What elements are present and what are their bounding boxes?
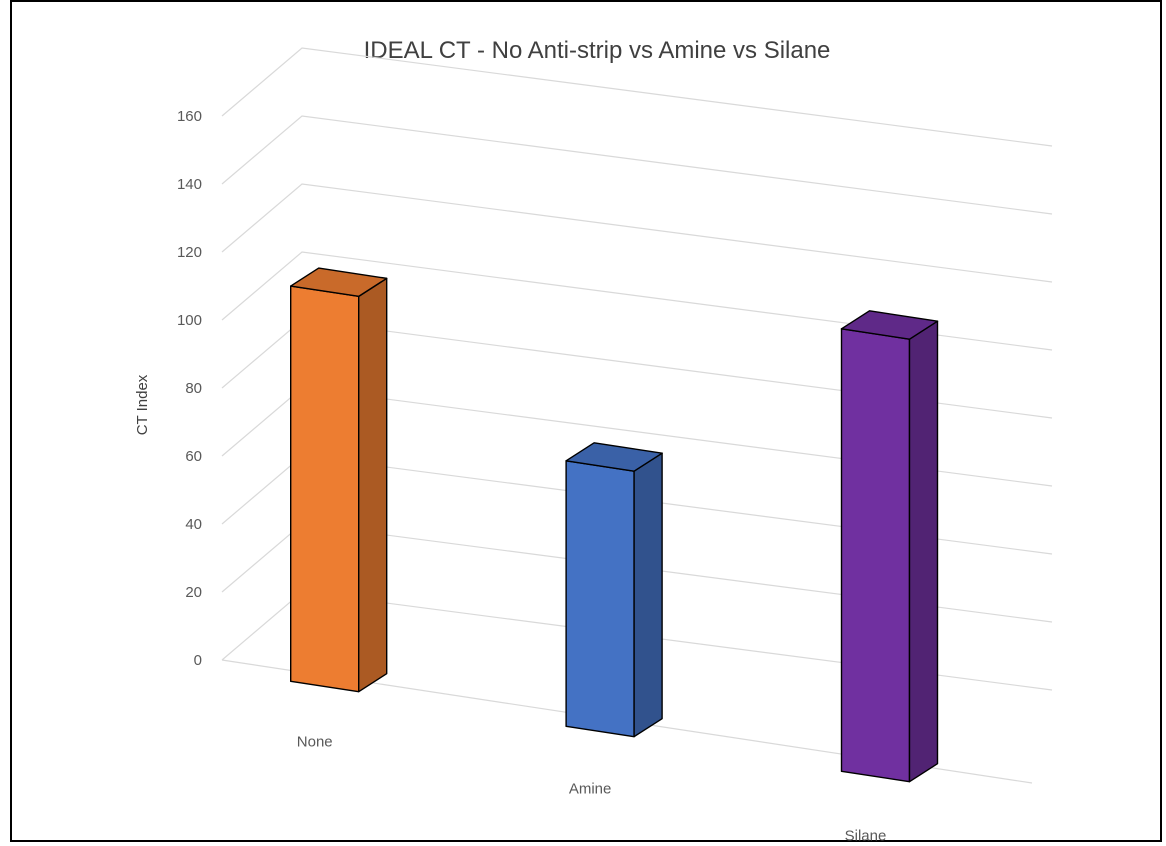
y-axis-title: CT Index bbox=[134, 374, 151, 435]
bar-front-none bbox=[290, 285, 360, 693]
bar-side-silane bbox=[908, 320, 939, 783]
y-tick-label-60: 60 bbox=[185, 448, 202, 465]
bar-side-amine bbox=[633, 452, 663, 738]
gridline-100 bbox=[221, 251, 1053, 351]
y-tick-label-120: 120 bbox=[177, 244, 202, 261]
bar-layer bbox=[290, 267, 939, 783]
chart-title: IDEAL CT - No Anti-strip vs Amine vs Sil… bbox=[364, 37, 831, 64]
bar-none bbox=[290, 267, 388, 693]
bar-top-none bbox=[290, 267, 388, 298]
x-tick-label-silane: Silane bbox=[845, 828, 887, 845]
y-tick-label-40: 40 bbox=[185, 516, 202, 533]
bar-silane bbox=[840, 310, 939, 783]
x-tick-label-amine: Amine bbox=[569, 781, 612, 798]
x-tick-label-none: None bbox=[297, 734, 333, 751]
x-tick-labels: None Amine Silane bbox=[297, 734, 887, 845]
bar-side-none bbox=[358, 277, 388, 693]
bar-amine bbox=[565, 442, 663, 738]
chart-frame: IDEAL CT - No Anti-strip vs Amine vs Sil… bbox=[10, 0, 1162, 845]
y-tick-label-20: 20 bbox=[185, 584, 202, 601]
y-tick-label-0: 0 bbox=[194, 652, 202, 669]
y-tick-label-80: 80 bbox=[185, 380, 202, 397]
chart-svg: IDEAL CT - No Anti-strip vs Amine vs Sil… bbox=[134, 37, 1053, 845]
bar-front-amine bbox=[565, 460, 635, 738]
gridline-160 bbox=[221, 47, 1053, 147]
y-tick-labels: 0 20 40 60 80 100 120 140 160 bbox=[177, 108, 202, 669]
bar-top-amine bbox=[565, 442, 663, 472]
bar-front-silane bbox=[840, 328, 911, 783]
gridline-140 bbox=[221, 115, 1053, 215]
y-tick-label-140: 140 bbox=[177, 176, 202, 193]
bar-top-silane bbox=[840, 310, 939, 340]
y-tick-label-100: 100 bbox=[177, 312, 202, 329]
gridline-120 bbox=[221, 183, 1053, 283]
y-tick-label-160: 160 bbox=[177, 108, 202, 125]
